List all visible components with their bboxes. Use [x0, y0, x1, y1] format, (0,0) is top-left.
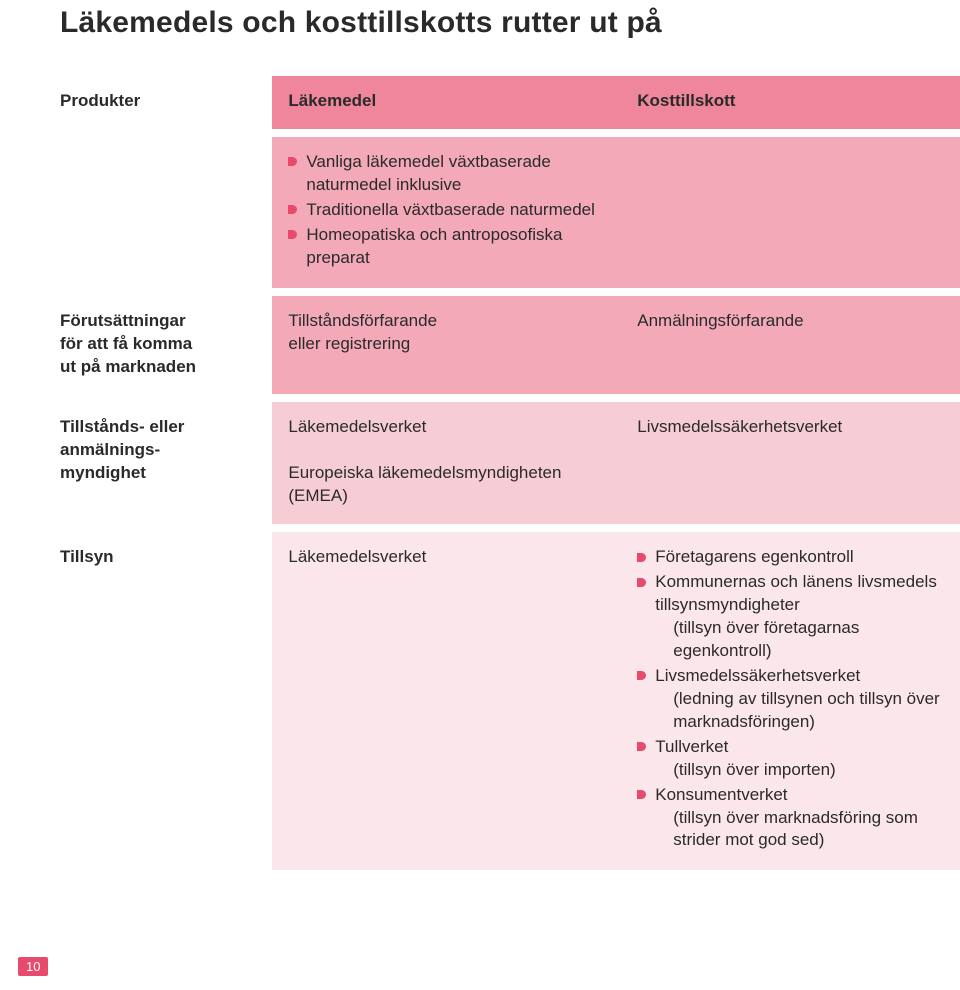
lakemedel-bullets: Vanliga läkemedel växtbaserade naturmede…: [288, 151, 605, 270]
list-item: Livsmedelssäkerhetsverket (ledning av til…: [637, 665, 944, 734]
cell-tillsyn-lakemedel: Läkemedelsverket: [272, 532, 621, 870]
routes-table: Produkter Läkemedel Kosttillskott Vanlig…: [60, 68, 960, 878]
list-item-text: Tullverket: [655, 737, 728, 756]
cell-kosttillskott-types: [621, 137, 960, 288]
list-item-text: Kommunernas och länens livsmedels tillsy…: [655, 572, 937, 614]
list-item-text: Livsmedelssäkerhetsverket: [655, 666, 860, 685]
list-item: Kommunernas och länens livsmedels tillsy…: [637, 571, 944, 663]
col-header-products: Produkter: [60, 76, 272, 129]
list-item: Tullverket (tillsyn över importen): [637, 736, 944, 782]
list-item-subtext: (tillsyn över marknadsföring som strider…: [655, 807, 944, 853]
cell-prereq-lakemedel: Tillståndsförfarande eller registrering: [272, 296, 621, 395]
tillsyn-bullets: Företagarens egenkontroll Kommunernas och…: [637, 546, 944, 852]
authority-col1-l1: Läkemedelsverket: [288, 417, 426, 436]
prereq-col1-l2: eller registrering: [288, 334, 410, 353]
prereq-label-l3: ut på marknaden: [60, 357, 196, 376]
col-header-lakemedel: Läkemedel: [272, 76, 621, 129]
list-item: Konsumentverket (tillsyn över marknadsför…: [637, 784, 944, 853]
authority-col1-l2: Europeiska läkemedelsmyndigheten (EMEA): [288, 463, 561, 505]
row-prerequisites: Förutsättningar för att få komma ut på m…: [60, 296, 960, 395]
page-number: 10: [18, 957, 48, 976]
list-item-text: Traditionella växtbaserade naturmedel: [306, 200, 595, 219]
cell-authority-lakemedel: Läkemedelsverket Europeiska läkemedelsmy…: [272, 402, 621, 524]
prereq-label-l2: för att få komma: [60, 334, 192, 353]
row-authority: Tillstånds- eller anmälnings- myndighet …: [60, 402, 960, 524]
cell-prereq-kosttillskott: Anmälningsförfarande: [621, 296, 960, 395]
authority-label-l2: anmälnings-: [60, 440, 160, 459]
cell-prereq-label: Förutsättningar för att få komma ut på m…: [60, 296, 272, 395]
cell-lakemedel-types: Vanliga läkemedel växtbaserade naturmede…: [272, 137, 621, 288]
cell-authority-kosttillskott: Livsmedelssäkerhetsverket: [621, 402, 960, 524]
list-item: Traditionella växtbaserade naturmedel: [288, 199, 605, 222]
list-item: Homeopatiska och antroposofiska preparat: [288, 224, 605, 270]
authority-label-l1: Tillstånds- eller: [60, 417, 184, 436]
col-header-kosttillskott: Kosttillskott: [621, 76, 960, 129]
row-tillsyn: Tillsyn Läkemedelsverket Företagarens eg…: [60, 532, 960, 870]
prereq-label-l1: Förutsättningar: [60, 311, 186, 330]
cell-tillsyn-kosttillskott: Företagarens egenkontroll Kommunernas och…: [621, 532, 960, 870]
list-item-subtext: (ledning av tillsynen och tillsyn över m…: [655, 688, 944, 734]
table-header-row: Produkter Läkemedel Kosttillskott: [60, 76, 960, 129]
prereq-col1-l1: Tillståndsförfarande: [288, 311, 437, 330]
cell-authority-label: Tillstånds- eller anmälnings- myndighet: [60, 402, 272, 524]
cell-tillsyn-label: Tillsyn: [60, 532, 272, 870]
list-item-text: Företagarens egenkontroll: [655, 547, 853, 566]
list-item-text: Vanliga läkemedel växtbaserade naturmede…: [306, 152, 550, 194]
list-item: Företagarens egenkontroll: [637, 546, 944, 569]
row-products-detail: Vanliga läkemedel växtbaserade naturmede…: [60, 137, 960, 288]
list-item: Vanliga läkemedel växtbaserade naturmede…: [288, 151, 605, 197]
list-item-text: Homeopatiska och antroposofiska preparat: [306, 225, 562, 267]
authority-label-l3: myndighet: [60, 463, 146, 482]
list-item-subtext: (tillsyn över importen): [655, 759, 944, 782]
list-item-text: Konsumentverket: [655, 785, 787, 804]
list-item-subtext: (tillsyn över företagarnas egenkontroll): [655, 617, 944, 663]
cell-empty: [60, 137, 272, 288]
page-title: Läkemedels och kosttillskotts rutter ut …: [20, 0, 940, 68]
